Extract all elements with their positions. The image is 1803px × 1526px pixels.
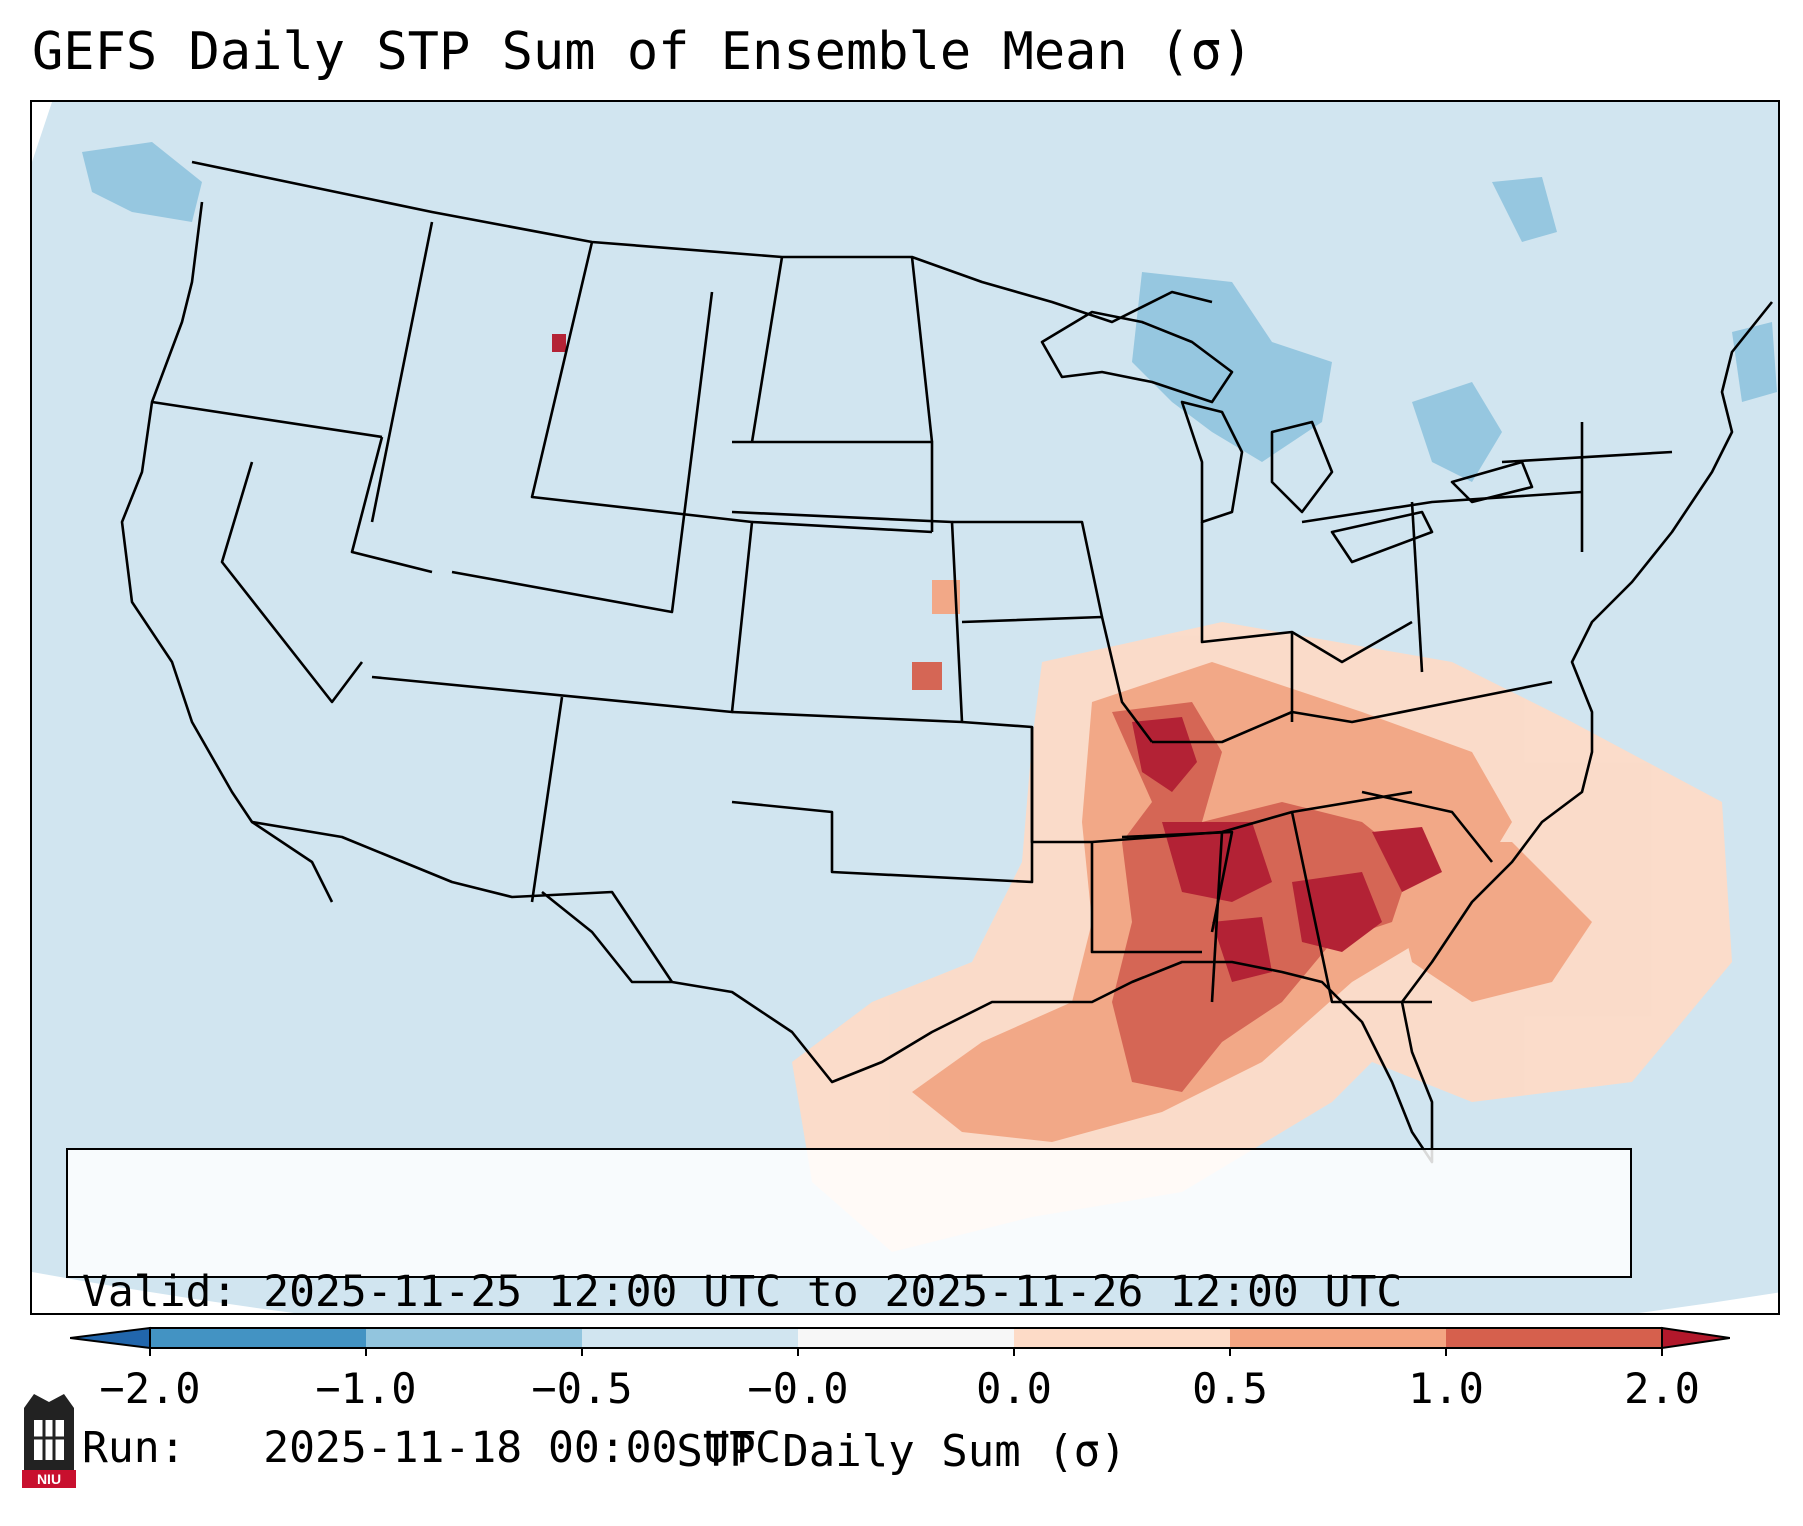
valid-run-info-box: Valid: 2025-11-25 12:00 UTC to 2025-11-2… <box>66 1148 1632 1473</box>
colorbar-tick: 2.0 <box>1624 1364 1700 1413</box>
valid-time-text: Valid: 2025-11-25 12:00 UTC to 2025-11-2… <box>82 1267 1403 1317</box>
map-title: GEFS Daily STP Sum of Ensemble Mean (σ) <box>32 22 1253 82</box>
colorbar-segment <box>582 1328 798 1348</box>
niu-logo: NIU <box>22 1394 76 1488</box>
colorbar-tick: −0.0 <box>747 1364 849 1413</box>
colorbar-over-extend <box>1661 1326 1730 1350</box>
colorbar-tick: 1.0 <box>1408 1364 1484 1413</box>
colorbar-tick: −2.0 <box>99 1364 201 1413</box>
colorbar <box>70 1326 1730 1356</box>
colorbar-segment <box>150 1328 366 1348</box>
colorbar-tick: −0.5 <box>531 1364 633 1413</box>
colorbar-tick: 0.5 <box>1192 1364 1268 1413</box>
colorbar-label: STP Daily Sum (σ) <box>676 1426 1127 1477</box>
colorbar-tick: −1.0 <box>315 1364 417 1413</box>
run-time-text: Run: 2025-11-18 00:00 UTC <box>82 1423 781 1473</box>
map-svg <box>32 102 1778 1313</box>
state-boundaries <box>120 160 1774 1164</box>
colorbar-segment <box>798 1328 1014 1348</box>
colorbar-segment <box>366 1328 582 1348</box>
colorbar-segment <box>1014 1328 1230 1348</box>
colorbar-under-extend <box>70 1326 151 1350</box>
colorbar-tick: 0.0 <box>976 1364 1052 1413</box>
logo-text: NIU <box>37 1471 61 1487</box>
map-panel <box>30 100 1780 1315</box>
colorbar-segment <box>1230 1328 1446 1348</box>
colorbar-segment <box>1446 1328 1662 1348</box>
stp-shading <box>82 142 1777 1252</box>
